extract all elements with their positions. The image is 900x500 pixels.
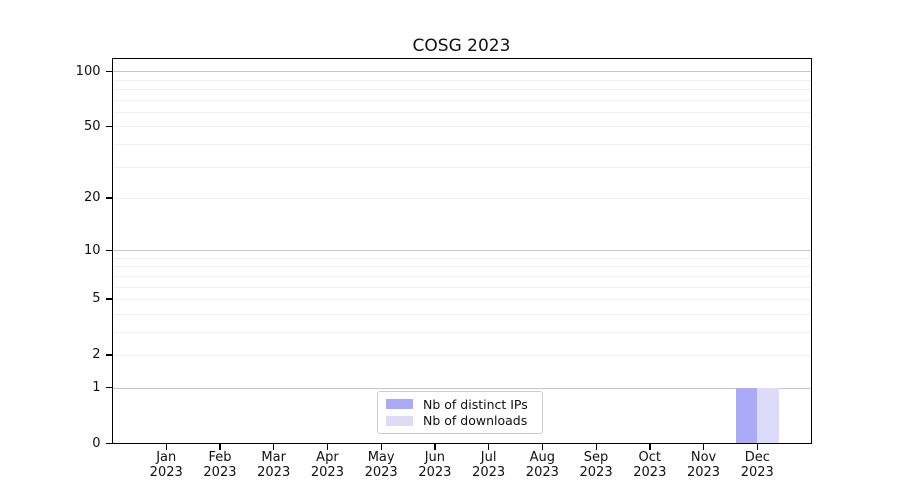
minor-gridline (112, 266, 811, 268)
x-tick-mark (541, 443, 544, 450)
x-tick-mark (380, 443, 382, 450)
x-tick-label-jul: Jul 2023 (472, 450, 506, 480)
x-tick-label-jan: Jan 2023 (149, 450, 183, 480)
minor-gridline (112, 89, 811, 91)
legend-swatch (386, 415, 413, 426)
minor-gridline (112, 354, 811, 356)
legend-label: Nb of downloads (423, 413, 528, 429)
y-tick-label: 100 (75, 63, 101, 79)
minor-gridline (112, 331, 811, 333)
y-tick-mark (105, 387, 113, 389)
major-gridline (112, 250, 811, 252)
minor-gridline (112, 111, 811, 113)
y-tick-mark (105, 354, 113, 356)
y-tick-mark (105, 443, 113, 445)
y-tick-label: 50 (83, 118, 101, 134)
legend-label: Nb of distinct IPs (423, 396, 528, 412)
major-gridline (112, 71, 811, 73)
minor-gridline (112, 298, 811, 300)
major-gridline (112, 387, 811, 389)
x-tick-mark (488, 443, 490, 450)
y-tick-mark (105, 197, 113, 199)
x-tick-label-jun: Jun 2023 (418, 450, 452, 480)
x-tick-label-aug: Aug 2023 (525, 450, 559, 480)
y-tick-label: 20 (83, 190, 101, 206)
x-tick-label-oct: Oct 2023 (633, 450, 667, 480)
x-tick-mark (219, 443, 221, 450)
chart-title: COSG 2023 (412, 36, 511, 56)
x-tick-label-may: May 2023 (364, 450, 398, 480)
bar-nb-of-downloads (757, 387, 779, 444)
y-tick-label: 5 (92, 291, 101, 307)
y-tick-mark (105, 125, 113, 128)
minor-gridline (112, 257, 811, 259)
x-tick-label-nov: Nov 2023 (686, 450, 721, 480)
y-tick-label: 10 (83, 242, 101, 258)
x-tick-mark (703, 443, 705, 450)
minor-gridline (112, 126, 811, 128)
minor-gridline (112, 286, 811, 288)
minor-gridline (112, 79, 811, 81)
x-tick-mark (165, 443, 168, 450)
x-tick-label-dec: Dec 2023 (740, 450, 774, 480)
x-tick-label-mar: Mar 2023 (257, 450, 291, 480)
legend-swatch (386, 399, 413, 410)
x-tick-mark (595, 443, 597, 450)
legend-item-0: Nb of distinct IPs (386, 396, 534, 412)
plot-border (111, 57, 812, 445)
x-tick-label-apr: Apr 2023 (310, 450, 344, 480)
y-tick-label: 0 (92, 436, 101, 451)
minor-gridline (112, 166, 811, 168)
minor-gridline (112, 313, 811, 315)
x-tick-label-feb: Feb 2023 (203, 450, 237, 480)
minor-gridline (112, 197, 811, 199)
x-tick-label-sep: Sep 2023 (579, 450, 613, 480)
y-tick-mark (105, 249, 113, 251)
bar-nb-of-distinct-ips (735, 387, 758, 444)
y-tick-mark (105, 70, 113, 73)
x-tick-mark (326, 443, 329, 450)
y-tick-mark (105, 298, 113, 300)
legend: Nb of distinct IPs Nb of downloads (377, 391, 543, 434)
x-tick-mark (756, 443, 759, 450)
x-tick-mark (649, 443, 651, 450)
x-tick-mark (273, 443, 275, 450)
legend-item-1: Nb of downloads (386, 413, 534, 429)
y-tick-label: 2 (92, 347, 101, 363)
minor-gridline (112, 275, 811, 277)
minor-gridline (112, 99, 811, 101)
x-tick-mark (434, 443, 436, 450)
minor-gridline (112, 144, 811, 145)
y-tick-label: 1 (92, 380, 101, 396)
